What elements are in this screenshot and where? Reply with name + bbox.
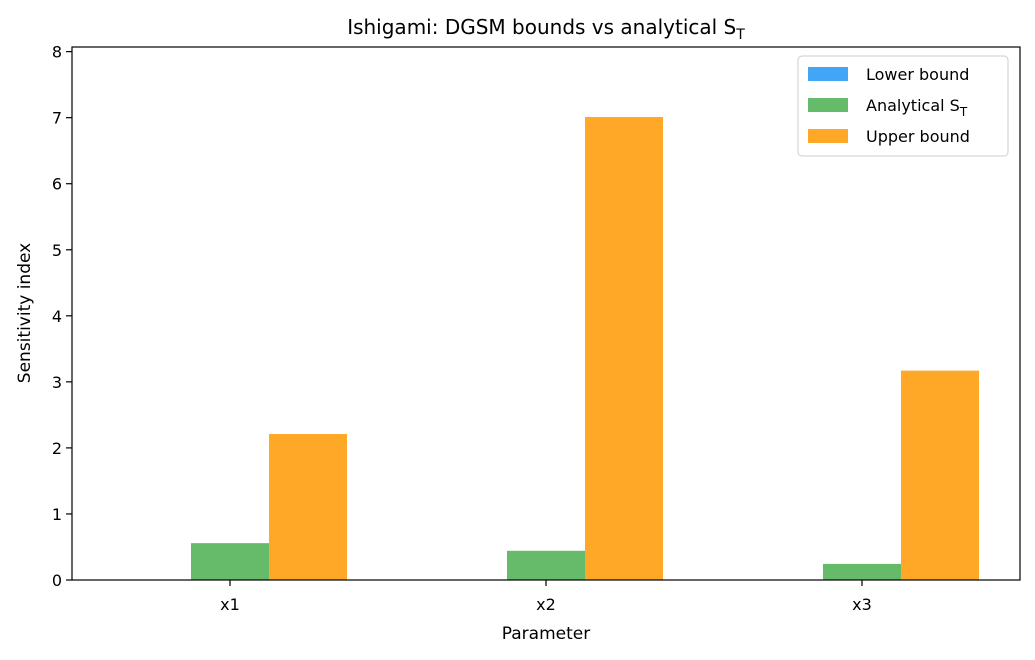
y-tick-label: 3 bbox=[52, 373, 62, 392]
x-tick-label: x2 bbox=[536, 595, 556, 614]
legend-swatch-3 bbox=[808, 129, 848, 143]
chart-title: Ishigami: DGSM bounds vs analytical ST bbox=[347, 15, 745, 43]
x-tick-label: x3 bbox=[852, 595, 872, 614]
legend-label-2: Analytical ST bbox=[866, 96, 968, 119]
y-tick-label: 2 bbox=[52, 439, 62, 458]
y-tick-label: 4 bbox=[52, 307, 62, 326]
y-tick-label: 0 bbox=[52, 571, 62, 590]
y-tick-label: 8 bbox=[52, 43, 62, 62]
bar-2-x3 bbox=[823, 563, 901, 580]
x-axis-label: Parameter bbox=[502, 624, 590, 644]
legend-label-3: Upper bound bbox=[866, 127, 970, 146]
y-axis-label: Sensitivity index bbox=[15, 243, 35, 383]
bar-2-x2 bbox=[507, 550, 585, 580]
bar-3-x1 bbox=[269, 434, 347, 580]
legend: Lower bound Analytical ST Upper bound bbox=[797, 55, 1009, 157]
bar-2-x1 bbox=[191, 543, 269, 580]
legend-label-1: Lower bound bbox=[866, 65, 969, 84]
bar-3-x2 bbox=[585, 117, 663, 580]
bar-3-x3 bbox=[901, 370, 979, 580]
legend-box bbox=[797, 55, 1009, 157]
y-tick-label: 7 bbox=[52, 109, 62, 128]
y-tick-label: 5 bbox=[52, 241, 62, 260]
y-tick-label: 1 bbox=[52, 505, 62, 524]
legend-swatch-2 bbox=[808, 98, 848, 112]
bar-layer bbox=[191, 117, 979, 580]
plot-frame bbox=[71, 46, 1021, 581]
x-axis-ticks: x1 x2 x3 bbox=[220, 580, 872, 614]
y-axis-ticks: 0 1 2 3 4 5 6 7 8 bbox=[52, 43, 72, 590]
y-tick-label: 6 bbox=[52, 175, 62, 194]
legend-swatch-1 bbox=[808, 67, 848, 81]
x-tick-label: x1 bbox=[220, 595, 240, 614]
